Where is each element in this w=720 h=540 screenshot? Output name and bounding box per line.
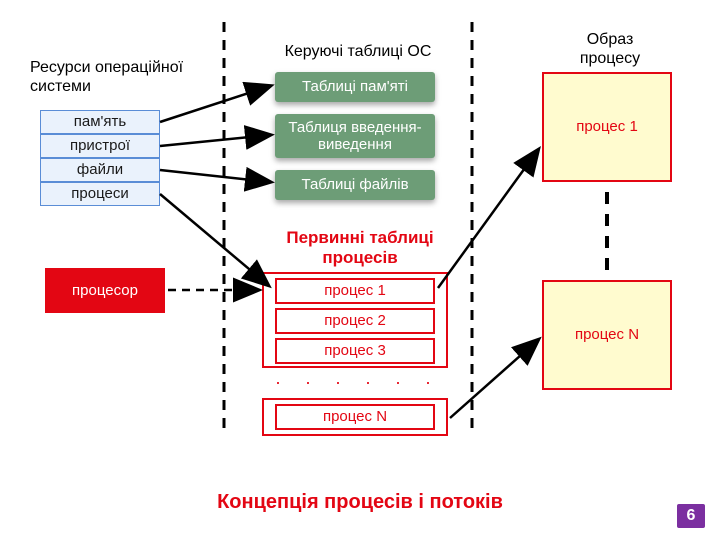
- control-table: Таблиці файлів: [275, 170, 435, 200]
- process-image-box: процес 1: [542, 72, 672, 182]
- resource-item: файли: [40, 158, 160, 182]
- primary-process-item: процес 3: [275, 338, 435, 364]
- process-image-box: процес N: [542, 280, 672, 390]
- primary-process-item: процес 2: [275, 308, 435, 334]
- control-table: Таблиці пам'яті: [275, 72, 435, 102]
- primary-process-last: процес N: [275, 404, 435, 430]
- primary-process-last-label: процес N: [323, 408, 387, 425]
- processor-label: процесор: [72, 282, 138, 299]
- control-tables-title: Керуючі таблиці ОС: [268, 42, 448, 61]
- primary-tables-title: Первинні таблиці процесів: [280, 228, 440, 269]
- processor-box: процесор: [45, 268, 165, 313]
- process-image-title: Образ процесу: [560, 30, 660, 68]
- resource-item: процеси: [40, 182, 160, 206]
- process-dots: ······: [275, 372, 435, 394]
- resources-title: Ресурси операційної системи: [30, 58, 200, 96]
- footer-title: Концепція процесів і потоків: [0, 490, 720, 514]
- control-table: Таблиця введення-виведення: [275, 114, 435, 158]
- primary-process-item: процес 1: [275, 278, 435, 304]
- resource-item: пам'ять: [40, 110, 160, 134]
- page-number: 6: [677, 504, 705, 528]
- resource-item: пристрої: [40, 134, 160, 158]
